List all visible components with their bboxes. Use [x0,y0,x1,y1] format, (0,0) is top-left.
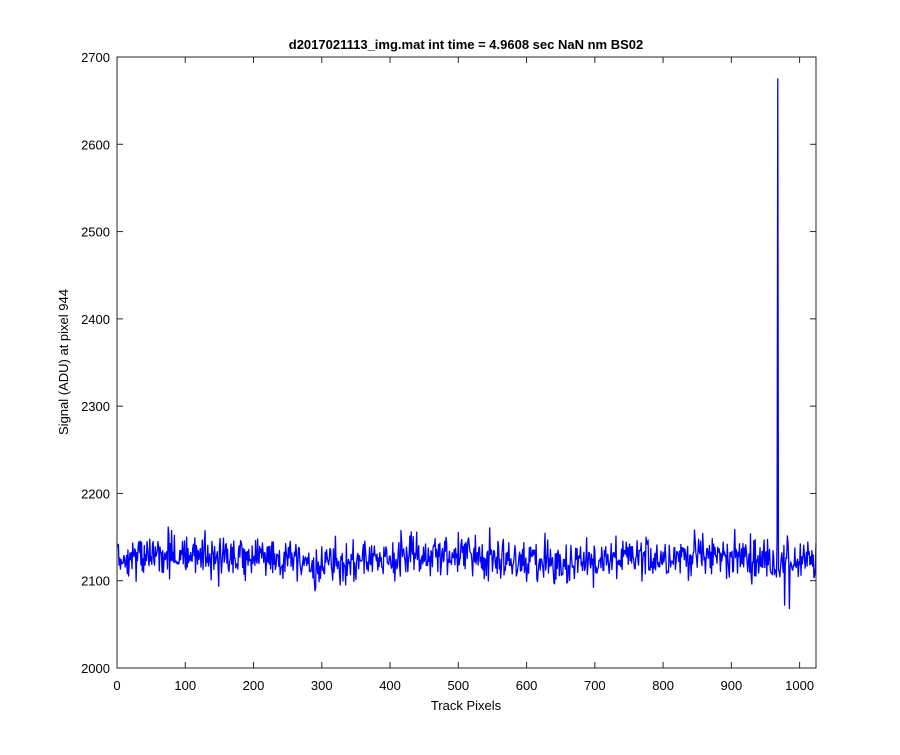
data-series-line [117,78,817,610]
axes-box [116,56,817,669]
x-axis-label: Track Pixels [431,698,502,713]
x-tick-label: 800 [652,678,674,693]
x-tick-label: 500 [447,678,469,693]
y-tick-label: 2000 [81,661,110,676]
x-tick-label: 100 [174,678,196,693]
plot-area: 0 100 200 300 400 500 600 700 800 900 1000 2000 2100… [81,50,817,693]
y-tick-label: 2400 [81,312,110,327]
x-tick-label: 1000 [785,678,814,693]
x-tick-label: 300 [311,678,333,693]
y-tick-label: 2100 [81,574,110,589]
chart-title: d2017021113_img.mat int time = 4.9608 se… [289,37,643,52]
y-tick-label: 2700 [81,50,110,65]
y-tick-label: 2500 [81,225,110,240]
y-tick-label: 2300 [81,399,110,414]
y-axis-label: Signal (ADU) at pixel 944 [56,289,71,435]
x-tick-label: 400 [379,678,401,693]
x-tick-label: 0 [113,678,120,693]
x-tick-label: 600 [516,678,538,693]
y-tick-label: 2200 [81,486,110,501]
x-tick-label: 200 [243,678,265,693]
y-tick-label: 2600 [81,137,110,152]
x-tick-label: 700 [584,678,606,693]
x-tick-label: 900 [721,678,743,693]
